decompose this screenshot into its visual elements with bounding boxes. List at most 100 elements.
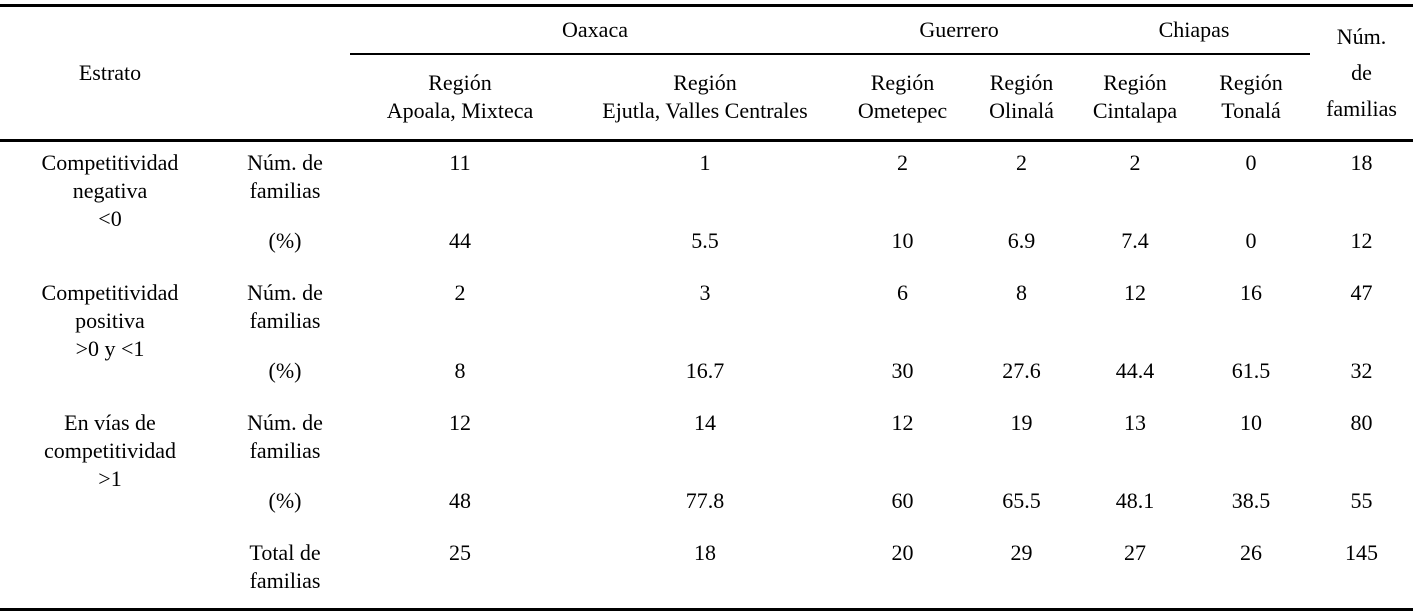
- value-cell: 8: [454, 358, 466, 383]
- value-cell: 60: [891, 488, 914, 513]
- value-cell: 55: [1350, 488, 1373, 513]
- value-cell: 8: [1016, 280, 1028, 305]
- row-label-num-familias: Núm. de familias: [220, 402, 350, 480]
- value-cell: 47: [1350, 280, 1373, 305]
- column-header-region-tonala: Región Tonalá: [1192, 54, 1311, 142]
- stratum-label: En vías de competitividad >1: [0, 402, 220, 532]
- value-cell: 3: [699, 280, 711, 305]
- value-cell: 2: [1016, 150, 1028, 175]
- value-cell: 29: [1010, 540, 1033, 565]
- column-header-region-apoala: Región Apoala, Mixteca: [350, 54, 570, 142]
- stratum-label-line: >1: [98, 466, 122, 491]
- value-cell: 12: [1124, 280, 1147, 305]
- value-cell: 20: [891, 540, 914, 565]
- column-header-num-familias: Núm. de familias: [1310, 5, 1413, 142]
- value-cell: 0: [1245, 228, 1257, 253]
- value-cell: 26: [1240, 540, 1263, 565]
- column-header-region-ometepec: Región Ometepec: [840, 54, 966, 142]
- row-label-line: Núm. de: [247, 150, 323, 175]
- row-label-line: familias: [249, 438, 321, 463]
- group-header-guerrero: Guerrero: [840, 5, 1079, 55]
- total-row: Total de familias 25 18 20 29 27 26 145: [0, 532, 1413, 610]
- header-line: Ometepec: [857, 98, 948, 123]
- competitividad-table: Estrato Oaxaca Guerrero Chiapas Núm. de …: [0, 4, 1413, 611]
- region-header-row: Región Apoala, Mixteca Región Ejutla, Va…: [0, 54, 1413, 142]
- value-cell: 5.5: [691, 228, 719, 253]
- header-line: Región: [673, 70, 737, 95]
- column-header-region-ejutla: Región Ejutla, Valles Centrales: [570, 54, 841, 142]
- group-header-oaxaca: Oaxaca: [350, 5, 841, 55]
- row-label-line: familias: [249, 568, 321, 593]
- value-cell: 18: [694, 540, 716, 565]
- value-cell: 2: [1129, 150, 1141, 175]
- row-label-num-familias: Núm. de familias: [220, 141, 350, 221]
- header-line: Región: [1103, 70, 1167, 95]
- stratum-label-line: positiva: [75, 308, 145, 333]
- value-cell: 2: [454, 280, 466, 305]
- table-row: En vías de competitividad >1 Núm. de fam…: [0, 402, 1413, 491]
- stratum-label-line: negativa: [72, 178, 148, 203]
- value-cell: 14: [694, 410, 716, 435]
- value-cell: 145: [1345, 540, 1379, 565]
- header-line: Núm.: [1336, 24, 1387, 49]
- row-label-line: Total de: [249, 540, 321, 565]
- value-cell: 11: [449, 150, 471, 175]
- value-cell: 6.9: [1007, 228, 1036, 253]
- stratum-label: Competitividad negativa <0: [0, 141, 220, 273]
- value-cell: 0: [1245, 150, 1257, 175]
- header-line: Región: [428, 70, 492, 95]
- value-cell: 48.1: [1115, 488, 1155, 513]
- value-cell: 61.5: [1231, 358, 1271, 383]
- value-cell: 80: [1350, 410, 1373, 435]
- stratum-label-line: <0: [98, 206, 122, 231]
- value-cell: 16: [1240, 280, 1263, 305]
- header-line: familias: [1326, 96, 1397, 121]
- value-cell: 48: [449, 488, 471, 513]
- table-row: Competitividad positiva >0 y <1 Núm. de …: [0, 272, 1413, 361]
- row-label-percent: (%): [268, 358, 302, 383]
- value-cell: 38.5: [1231, 488, 1271, 513]
- group-header-chiapas: Chiapas: [1078, 5, 1311, 55]
- header-line: Apoala, Mixteca: [386, 98, 534, 123]
- value-cell: 12: [1350, 228, 1373, 253]
- value-cell: 44.4: [1115, 358, 1155, 383]
- row-label-line: familias: [249, 178, 321, 203]
- table-row: (%) 48 77.8 60 65.5 48.1 38.5 55: [0, 480, 1413, 532]
- value-cell: 13: [1124, 410, 1147, 435]
- column-header-region-cintalapa: Región Cintalapa: [1078, 54, 1193, 142]
- value-cell: 25: [449, 540, 471, 565]
- value-cell: 65.5: [1002, 488, 1041, 513]
- value-cell: 30: [891, 358, 914, 383]
- stratum-label-line: >0 y <1: [75, 336, 145, 361]
- value-cell: 44: [449, 228, 471, 253]
- header-line: Ejutla, Valles Centrales: [602, 98, 808, 123]
- row-label-percent: (%): [268, 488, 302, 513]
- value-cell: 19: [1010, 410, 1033, 435]
- header-line: Olinalá: [989, 98, 1054, 123]
- header-line: Cintalapa: [1092, 98, 1178, 123]
- value-cell: 27.6: [1002, 358, 1041, 383]
- value-cell: 12: [449, 410, 471, 435]
- row-label-line: Núm. de: [247, 410, 323, 435]
- header-line: Región: [1219, 70, 1283, 95]
- value-cell: 27: [1124, 540, 1147, 565]
- row-label-num-familias: Núm. de familias: [220, 272, 350, 350]
- value-cell: 10: [891, 228, 914, 253]
- table-body: Competitividad negativa <0 Núm. de famil…: [0, 141, 1413, 610]
- table-header: Estrato Oaxaca Guerrero Chiapas Núm. de …: [0, 5, 1413, 142]
- value-cell: 32: [1350, 358, 1373, 383]
- stratum-label-line: En vías de: [64, 410, 156, 435]
- stratum-label-line: Competitividad: [41, 150, 179, 175]
- header-line: Tonalá: [1221, 98, 1281, 123]
- value-cell: 18: [1350, 150, 1373, 175]
- row-label-line: familias: [249, 308, 321, 333]
- value-cell: 16.7: [685, 358, 725, 383]
- stratum-label: Competitividad positiva >0 y <1: [0, 272, 220, 402]
- value-cell: 1: [699, 150, 711, 175]
- value-cell: 10: [1240, 410, 1263, 435]
- value-cell: 12: [891, 410, 914, 435]
- column-header-estrato: Estrato: [0, 5, 220, 142]
- table-row: (%) 8 16.7 30 27.6 44.4 61.5 32: [0, 350, 1413, 402]
- header-line: Región: [989, 70, 1054, 95]
- value-cell: 7.4: [1121, 228, 1149, 253]
